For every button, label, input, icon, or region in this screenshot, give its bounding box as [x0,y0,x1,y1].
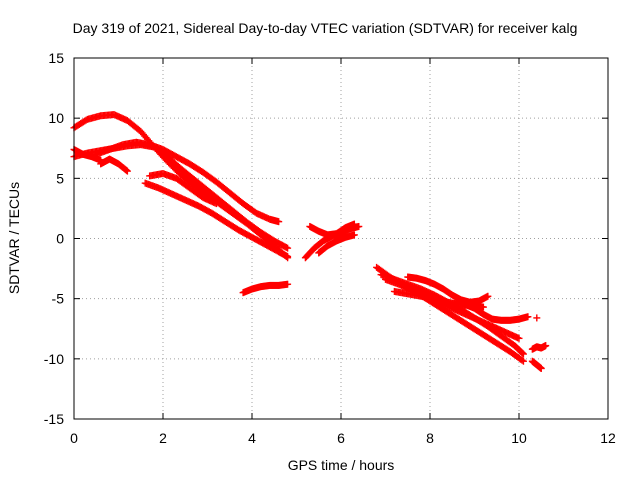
series-track-7 [97,155,131,175]
x-tick-label: 0 [70,430,78,446]
series-track-8 [239,280,292,297]
y-tick-label: -15 [44,411,64,427]
data-point [542,342,550,350]
data-point [484,292,492,300]
data-point [123,166,131,174]
chart-title: Day 319 of 2021, Sidereal Day-to-day VTE… [73,20,578,36]
series-track-4 [141,179,292,261]
data-point [350,220,358,228]
x-tick-label: 8 [426,430,434,446]
data-point [519,349,527,357]
data-point [350,231,358,239]
data-point [284,280,292,288]
series-track-3 [92,138,283,226]
data-points [70,111,550,372]
data-point [515,334,523,342]
series-track-11 [315,231,358,257]
data-point [519,357,527,365]
x-tick-label: 6 [337,430,345,446]
y-tick-label: 15 [48,50,64,66]
y-axis-label: SDTVAR / TECUs [6,182,22,294]
data-point [212,200,220,208]
data-point [282,243,290,251]
x-tick-labels: 0 2 4 6 8 10 12 [70,430,616,446]
y-tick-label: -5 [52,291,65,307]
y-tick-label: 0 [56,231,64,247]
data-point [284,253,292,261]
x-tick-label: 2 [159,430,167,446]
data-point [355,222,363,230]
series-track-10 [306,220,358,239]
data-point [284,244,292,252]
series-track-18 [528,342,550,353]
data-point [123,167,131,175]
series-track-19 [528,357,545,372]
x-tick-label: 10 [511,430,527,446]
x-tick-label: 12 [600,430,616,446]
data-point [519,350,527,358]
y-tick-label: 10 [48,110,64,126]
series-track-5 [146,170,220,208]
data-point [479,303,487,311]
data-point [537,364,545,372]
data-point [533,314,541,322]
y-tick-labels: -15 -10 -5 0 5 10 15 [44,50,64,427]
y-tick-label: -10 [44,351,64,367]
y-tick-label: 5 [56,170,64,186]
data-point [524,313,532,321]
series-track-20 [533,314,541,322]
data-point [518,356,526,364]
x-axis-label: GPS time / hours [288,457,395,473]
data-point [275,218,283,226]
series-track-6 [70,145,105,164]
series-track-17 [390,287,487,311]
tick-marks [73,57,609,420]
x-tick-label: 4 [248,430,256,446]
